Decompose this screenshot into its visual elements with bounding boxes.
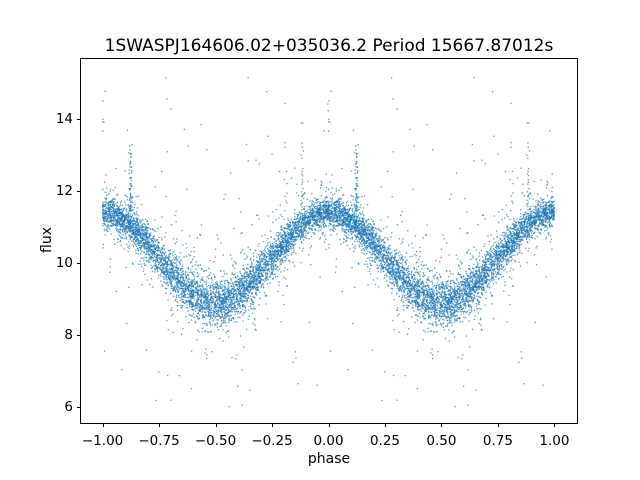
chart-title: 1SWASPJ164606.02+035036.2 Period 15667.8… (104, 36, 554, 56)
y-axis-label: flux (39, 227, 55, 253)
x-axis-label: phase (307, 451, 351, 467)
